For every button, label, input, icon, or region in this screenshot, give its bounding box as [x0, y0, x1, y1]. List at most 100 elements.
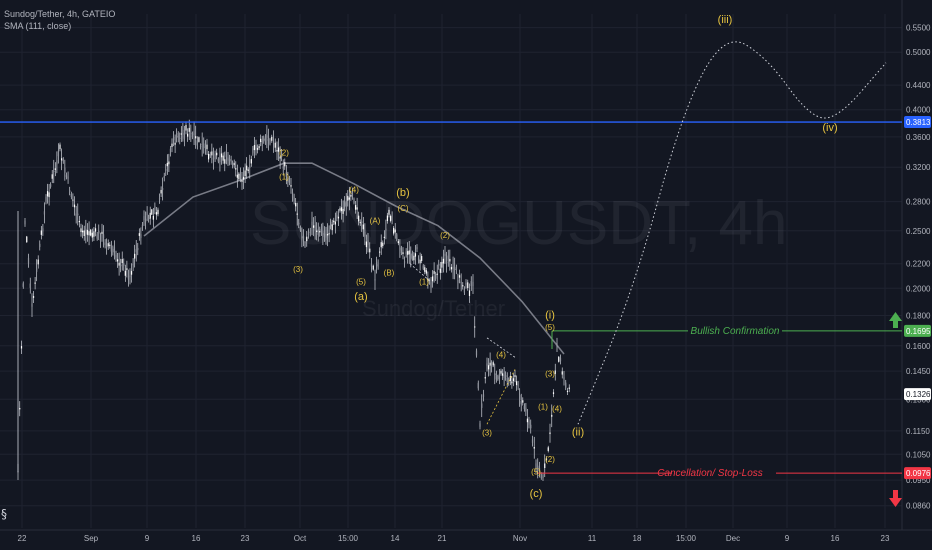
candle-body — [298, 222, 300, 225]
candle-body — [339, 208, 341, 211]
candle-body — [190, 132, 192, 135]
candle-body — [78, 221, 80, 223]
x-tick-label: Sep — [84, 534, 99, 543]
wave-label: (3) — [545, 370, 555, 379]
candle-body — [154, 206, 156, 211]
candle-body — [375, 264, 378, 266]
candle-body — [149, 212, 151, 219]
x-tick-label: 23 — [881, 534, 890, 543]
candle-body — [64, 167, 66, 173]
candle-body — [522, 400, 524, 403]
candle-body — [91, 232, 93, 238]
candle-body — [558, 356, 560, 362]
candle-body — [32, 296, 35, 298]
candle-body — [306, 236, 308, 242]
candle-body — [253, 145, 256, 151]
candle-body — [220, 153, 223, 158]
candle-body — [495, 373, 497, 380]
wave-label: (2) — [545, 455, 555, 464]
candle-body — [356, 207, 358, 210]
candle-body — [350, 194, 352, 197]
candle-body — [472, 281, 474, 287]
candle-body — [204, 146, 206, 149]
candle-body — [446, 261, 448, 264]
wave-guide — [409, 263, 432, 283]
candle-body — [37, 259, 39, 265]
wave-label: (1) — [538, 402, 548, 411]
candle-body — [482, 394, 485, 397]
candle-body — [263, 138, 265, 141]
candle-body — [428, 279, 431, 285]
y-tick-label: 0.5500 — [906, 24, 931, 33]
candle-body — [269, 139, 271, 145]
candle-body — [314, 224, 316, 231]
indicator-info: SMA (111, close) — [4, 21, 72, 31]
wave-label: (a) — [354, 291, 367, 303]
candle-body — [411, 252, 413, 259]
candle-body — [282, 166, 284, 169]
candle-body — [393, 227, 395, 234]
candle-body — [333, 220, 335, 223]
candle-body — [367, 240, 369, 246]
candle-body — [407, 251, 409, 255]
candle-body — [120, 264, 122, 267]
candle-body — [196, 140, 198, 146]
candle-body — [246, 165, 248, 171]
sma-line — [143, 162, 565, 355]
candle-body — [104, 242, 106, 246]
candle-body — [431, 276, 434, 282]
candle-body — [264, 137, 266, 142]
wave-label: (b) — [396, 187, 409, 199]
candle-body — [468, 290, 471, 296]
candle-body — [50, 184, 52, 187]
candle-body — [561, 371, 563, 375]
candle-body — [462, 285, 464, 287]
candle-body — [547, 447, 549, 451]
candle-body — [379, 251, 381, 253]
candle-body — [492, 362, 494, 366]
candle-body — [140, 234, 142, 238]
y-tick-label: 0.0860 — [906, 502, 931, 511]
price-axis[interactable]: 0.5500 0.5000 0.4400 0.4000 0.3600 0.3200 0.28… — [906, 24, 931, 511]
candle-body — [53, 170, 55, 173]
candle-body — [505, 375, 507, 377]
candle-body — [233, 163, 235, 165]
candle-body — [43, 211, 46, 215]
candle-body — [309, 231, 311, 233]
candle-body — [239, 174, 242, 176]
candle-body — [109, 244, 111, 247]
candle-body — [222, 155, 224, 161]
candle-body — [134, 253, 136, 259]
candle-body — [491, 365, 493, 368]
candle-body — [158, 197, 161, 200]
wave-guide — [486, 337, 516, 358]
candle-body — [72, 199, 74, 201]
candle-body — [413, 255, 415, 261]
wave-labels-layer: (2) (1) (3) (4) (b) (C) (A) (B) (5) (a) (1) (2) (4) (… — [279, 14, 838, 500]
candle-body — [291, 192, 294, 198]
candle-body — [457, 280, 459, 283]
candle-body — [61, 158, 63, 161]
time-axis[interactable]: 22 Sep 9 16 23 Oct 15:00 14 21 Nov 11 18 15:00 Dec 9 16… — [18, 534, 890, 543]
candle-body — [214, 153, 216, 159]
candle-body — [517, 384, 519, 387]
scroll-handle-icon[interactable]: § — [1, 507, 7, 521]
candle-body — [285, 172, 287, 177]
candle-body — [416, 247, 418, 250]
candle-body — [65, 174, 68, 178]
candle-body — [436, 273, 438, 275]
wave-label: (ii) — [572, 426, 584, 438]
candle-body — [227, 157, 229, 161]
candle-body — [70, 193, 72, 197]
candle-body — [528, 420, 530, 425]
candle-body — [82, 230, 84, 233]
bullish-arrow-icon — [889, 312, 902, 328]
candle-body — [152, 215, 154, 220]
y-tick-label: 0.2200 — [906, 260, 931, 269]
candle-body — [408, 250, 410, 255]
candle-body — [380, 242, 382, 248]
candle-body — [93, 231, 95, 237]
levels-layer — [0, 121, 902, 474]
wave-label: (4) — [496, 350, 506, 359]
